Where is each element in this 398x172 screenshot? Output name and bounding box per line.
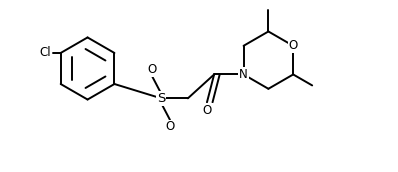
Text: N: N <box>239 68 248 81</box>
Text: Cl: Cl <box>40 46 51 60</box>
Text: O: O <box>289 39 298 52</box>
Text: O: O <box>165 121 175 133</box>
Text: N: N <box>239 68 248 81</box>
Text: O: O <box>148 63 157 76</box>
Text: S: S <box>157 92 166 105</box>
Text: O: O <box>202 104 212 117</box>
